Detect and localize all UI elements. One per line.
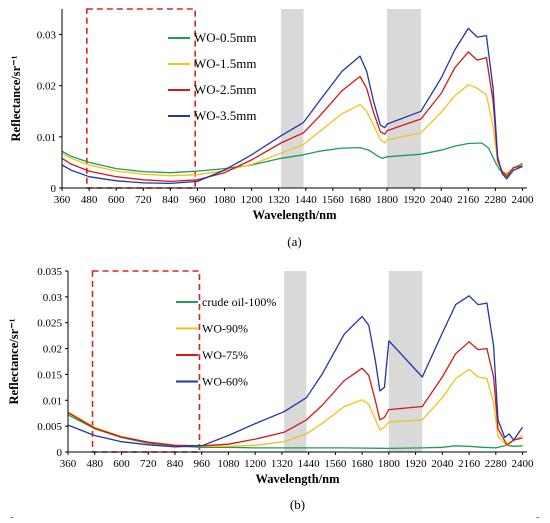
legend-label: crude oil-100% bbox=[202, 295, 276, 309]
highlight-region bbox=[91, 270, 201, 453]
legend-label: WO-1.5mm bbox=[194, 56, 256, 71]
x-tick-label: 960 bbox=[193, 458, 210, 470]
x-tick-label: 600 bbox=[113, 458, 130, 470]
y-tick-label: 0.01 bbox=[37, 132, 56, 144]
legend: WO-0.5mm WO-1.5mm WO-2.5mm WO-3.5mm bbox=[168, 30, 256, 123]
legend-label: WO-0.5mm bbox=[194, 30, 256, 45]
x-tick-label: 2160 bbox=[457, 194, 480, 206]
x-tick-label: 720 bbox=[135, 194, 152, 206]
x-tick-label: 1680 bbox=[349, 194, 372, 206]
y-tick-label: 0.03 bbox=[37, 30, 57, 42]
y-axis-label: Reflectance/sr⁻¹ bbox=[7, 318, 21, 404]
x-tick-label: 2040 bbox=[431, 458, 454, 470]
x-tick-label: 2040 bbox=[430, 194, 453, 206]
highlight-box bbox=[91, 270, 201, 453]
legend-label: WO-90% bbox=[202, 322, 248, 336]
series-line-2 bbox=[61, 84, 523, 177]
masked-band-1 bbox=[280, 9, 304, 188]
legend-label: WO-75% bbox=[202, 348, 248, 362]
x-tick-label: 1440 bbox=[298, 458, 321, 470]
x-tick-label: 480 bbox=[86, 458, 103, 470]
chart-a: 360 480 600 720 840 960 1080 1200 1320 1440 1560 16… bbox=[9, 8, 534, 249]
x-tick-label: 840 bbox=[167, 458, 184, 470]
y-tick-label: 0.02 bbox=[43, 344, 62, 356]
x-tick-label: 1560 bbox=[324, 458, 347, 470]
series-line-3 bbox=[61, 51, 523, 183]
x-tick-label: 2280 bbox=[484, 194, 507, 206]
legend-label: WO-3.5mm bbox=[194, 108, 256, 123]
x-tick-label: 1920 bbox=[405, 458, 428, 470]
y-tick-label: 0 bbox=[51, 183, 57, 195]
highlight-region bbox=[86, 8, 196, 189]
y-tick-label: 0.025 bbox=[37, 318, 62, 330]
x-tick-label: 2280 bbox=[485, 458, 508, 470]
page-mark-left: - bbox=[10, 512, 13, 523]
y-tick-label: 0.02 bbox=[37, 81, 56, 93]
series-line-4 bbox=[61, 27, 523, 185]
x-tick-label: 360 bbox=[54, 194, 71, 206]
x-tick-label: 2400 bbox=[512, 458, 535, 470]
chart-caption: (b) bbox=[290, 497, 305, 512]
masked-bands bbox=[284, 271, 423, 452]
page-mark-right: - bbox=[536, 512, 539, 523]
y-tick-label: 0.015 bbox=[37, 369, 62, 381]
y-tick-labels: 0 0.01 0.02 0.03 bbox=[37, 30, 57, 195]
y-tick-label: 0.01 bbox=[43, 395, 62, 407]
legend-label: WO-60% bbox=[202, 375, 248, 389]
masked-bands bbox=[280, 9, 421, 188]
x-tick-label: 1560 bbox=[322, 194, 345, 206]
axes bbox=[59, 9, 527, 191]
x-tick-labels: 360 480 600 720 840 960 1080 1200 1320 1440 1560 16… bbox=[54, 194, 534, 206]
axes bbox=[65, 270, 527, 455]
x-tick-label: 1320 bbox=[268, 194, 291, 206]
y-axis-label: Reflectance/sr⁻¹ bbox=[9, 55, 23, 141]
series-lines bbox=[61, 27, 523, 185]
legend-label: WO-2.5mm bbox=[194, 82, 256, 97]
x-tick-label: 1200 bbox=[241, 194, 264, 206]
x-tick-label: 2400 bbox=[511, 194, 534, 206]
x-tick-label: 1320 bbox=[271, 458, 294, 470]
x-tick-label: 1440 bbox=[295, 194, 318, 206]
x-tick-label: 1800 bbox=[378, 458, 401, 470]
series-lines bbox=[67, 295, 524, 450]
y-tick-labels: 0 0.005 0.01 0.015 0.02 0.025 0.03 0.035 bbox=[37, 266, 62, 459]
x-tick-label: 1080 bbox=[214, 194, 237, 206]
x-tick-label: 1200 bbox=[244, 458, 267, 470]
x-tick-label: 1800 bbox=[376, 194, 399, 206]
series-line-1 bbox=[61, 142, 523, 175]
x-axis-label: Wavelength/nm bbox=[255, 472, 340, 486]
x-tick-label: 840 bbox=[162, 194, 179, 206]
masked-band-2 bbox=[388, 271, 423, 452]
y-tick-label: 0.035 bbox=[37, 266, 62, 278]
x-tick-label: 1680 bbox=[351, 458, 374, 470]
masked-band-2 bbox=[387, 9, 421, 188]
x-tick-label: 360 bbox=[60, 458, 77, 470]
series-line-4 bbox=[67, 295, 524, 448]
x-tick-label: 720 bbox=[140, 458, 157, 470]
x-tick-label: 2160 bbox=[458, 458, 481, 470]
highlight-box bbox=[86, 8, 196, 189]
x-tick-label: 1920 bbox=[403, 194, 426, 206]
chart-b: 360 480 600 720 840 960 1080 1200 1320 1440 1560 16… bbox=[7, 266, 539, 523]
x-tick-label: 600 bbox=[108, 194, 125, 206]
y-tick-label: 0 bbox=[57, 447, 63, 459]
x-tick-label: 960 bbox=[189, 194, 206, 206]
legend: crude oil-100% WO-90% WO-75% WO-60% bbox=[176, 295, 276, 389]
x-tick-label: 1080 bbox=[217, 458, 240, 470]
y-tick-label: 0.03 bbox=[43, 292, 63, 304]
y-tick-label: 0.005 bbox=[37, 421, 62, 433]
x-axis-label: Wavelength/nm bbox=[252, 208, 337, 222]
x-tick-labels: 360 480 600 720 840 960 1080 1200 1320 1440 1560 16… bbox=[60, 458, 534, 470]
chart-caption: (a) bbox=[287, 234, 301, 249]
masked-band-1 bbox=[284, 271, 307, 452]
series-line-1 bbox=[67, 414, 523, 450]
x-tick-label: 480 bbox=[81, 194, 98, 206]
